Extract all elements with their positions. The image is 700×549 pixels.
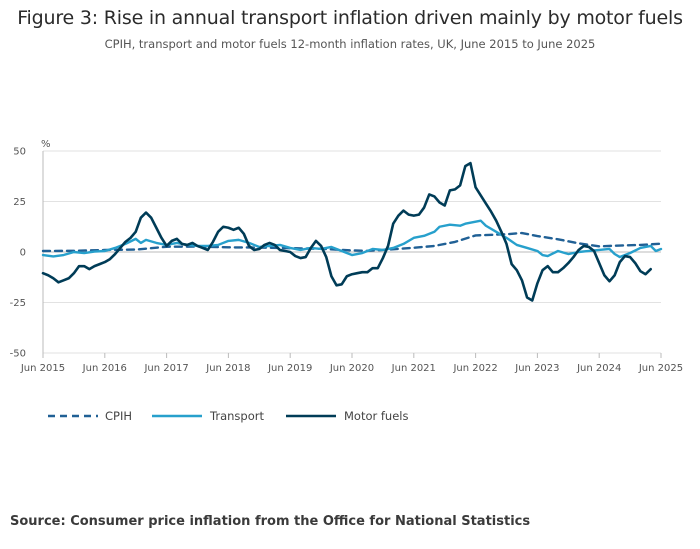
gridlines: [43, 150, 661, 354]
y-tick-label: 50: [13, 147, 26, 158]
legend: CPIH Transport Motor fuels: [48, 409, 409, 423]
y-tick-label: 25: [13, 197, 26, 208]
y-tick-label: -25: [10, 298, 26, 309]
x-tick-label: Jun 2017: [143, 363, 188, 374]
legend-label-motor-fuels: Motor fuels: [344, 409, 409, 423]
x-tick-label: Jun 2016: [82, 363, 127, 374]
x-tick-label: Jun 2021: [391, 363, 436, 374]
x-tick-label: Jun 2018: [205, 363, 250, 374]
chart-title: Figure 3: Rise in annual transport infla…: [17, 7, 683, 29]
y-axis-label: %: [41, 139, 51, 150]
chart-subtitle: CPIH, transport and motor fuels 12-month…: [104, 37, 596, 51]
x-tick-label: Jun 2019: [267, 363, 312, 374]
series-cpih: [41, 231, 663, 253]
series-motor-fuels: [41, 161, 652, 302]
series-lines: [41, 161, 663, 302]
x-tick-label: Jun 2020: [329, 363, 374, 374]
axes: 50 25 0 -25 -50% Jun 2015 Jun 2016 Jun 2017 Jun …: [10, 139, 683, 374]
y-tick-label: -50: [10, 349, 26, 360]
x-tick-label: Jun 2025: [638, 363, 683, 374]
y-tick-label: 0: [20, 248, 26, 259]
x-tick-label: Jun 2024: [576, 363, 621, 374]
legend-label-transport: Transport: [209, 409, 264, 423]
x-tick-label: Jun 2022: [452, 363, 497, 374]
x-tick-label: Jun 2015: [20, 363, 65, 374]
x-tick-label: Jun 2023: [514, 363, 559, 374]
source-note: Source: Consumer price inflation from th…: [10, 514, 531, 529]
legend-label-cpih: CPIH: [105, 409, 132, 423]
